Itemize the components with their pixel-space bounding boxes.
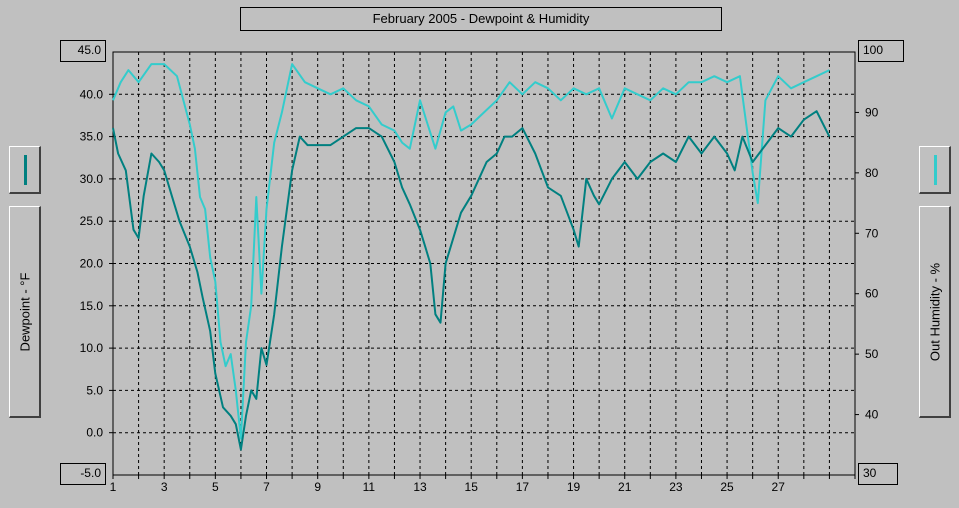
x-tick-label: 11	[363, 480, 376, 494]
y2-tick-label: 70	[865, 226, 879, 240]
y-tick-label: 20.0	[80, 257, 104, 271]
dewpoint-legend-button[interactable]	[9, 146, 41, 194]
plot-frame	[109, 51, 859, 479]
y2-tick-label: 50	[865, 347, 879, 361]
x-tick-label: 25	[720, 480, 734, 494]
y-tick-label: 25.0	[80, 214, 104, 228]
right-axis-min-label: 30	[858, 463, 898, 485]
x-tick-label: 15	[465, 480, 479, 494]
y-tick-label: 0.0	[86, 426, 103, 440]
x-tick-label: 13	[413, 480, 427, 494]
chart-title: February 2005 - Dewpoint & Humidity	[240, 7, 722, 31]
x-tick-label: 9	[314, 480, 321, 494]
x-tick-label: 7	[263, 480, 270, 494]
x-tick-label: 17	[516, 480, 530, 494]
x-tick-label: 3	[161, 480, 168, 494]
tick-labels: 40.0 35.0 30.0 25.0 20.0 15.0 10.0 5.0 0.0 90 80 70…	[80, 87, 879, 494]
x-tick-label: 23	[669, 480, 683, 494]
y-tick-label: 30.0	[80, 172, 104, 186]
y-tick-label: 10.0	[80, 341, 104, 355]
x-tick-label: 19	[567, 480, 581, 494]
chart-grid	[113, 52, 855, 475]
humidity-series-line	[112, 63, 830, 440]
y2-tick-label: 80	[865, 166, 879, 180]
y-tick-label: 35.0	[80, 130, 104, 144]
y2-tick-label: 60	[865, 287, 879, 301]
x-tick-label: 21	[618, 480, 632, 494]
left-axis-max-label: 45.0	[60, 40, 106, 62]
y-tick-label: 15.0	[80, 299, 104, 313]
right-axis-max-label: 100	[858, 40, 904, 62]
x-tick-label: 27	[772, 480, 786, 494]
y-tick-label: 5.0	[86, 383, 103, 397]
dewpoint-series-line	[112, 110, 831, 451]
y2-tick-label: 40	[865, 408, 879, 422]
left-axis-min-label: -5.0	[60, 463, 106, 485]
right-axis-label-panel: Out Humidity - %	[919, 206, 951, 418]
chart-series	[112, 63, 831, 451]
x-tick-label: 1	[110, 480, 117, 494]
humidity-color-swatch	[934, 155, 937, 185]
left-axis-label-panel: Dewpoint - °F	[9, 206, 41, 418]
humidity-legend-button[interactable]	[919, 146, 951, 194]
y2-tick-label: 90	[865, 105, 879, 119]
dewpoint-color-swatch	[24, 155, 27, 185]
y-tick-label: 40.0	[80, 87, 104, 101]
x-tick-label: 5	[212, 480, 219, 494]
